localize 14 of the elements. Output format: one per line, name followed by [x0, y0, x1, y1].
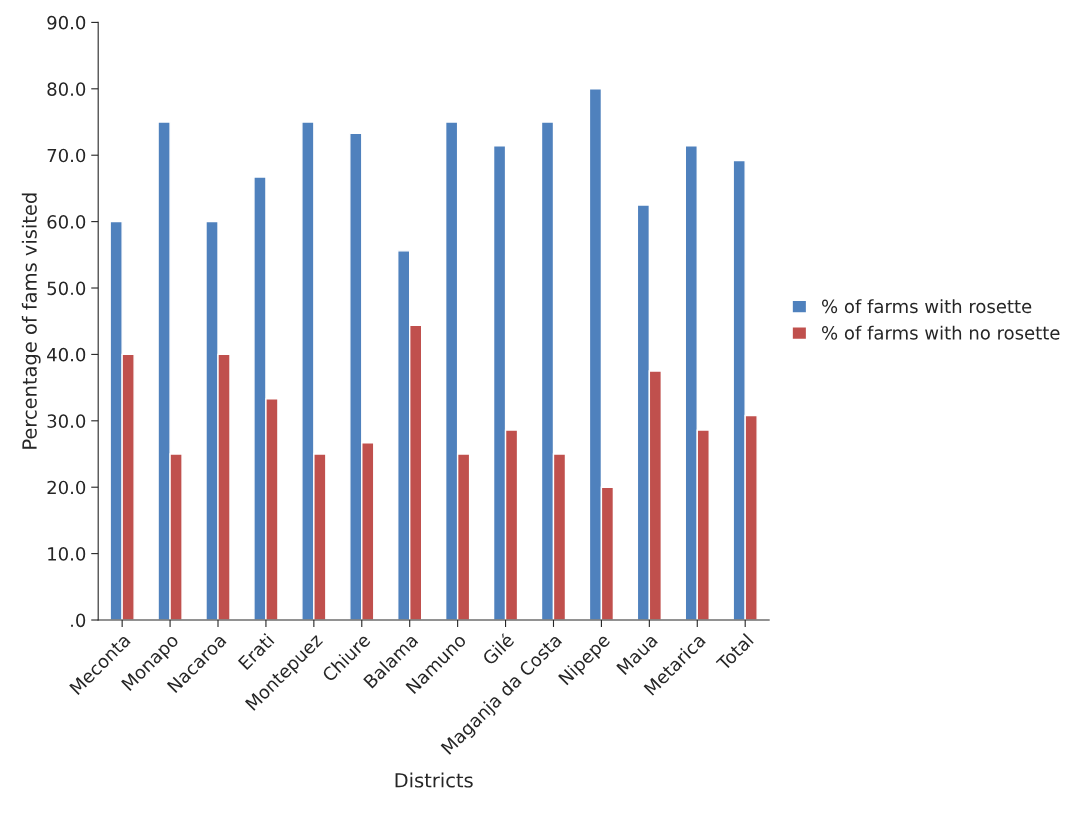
y-tick-label: 30.0 — [47, 414, 86, 428]
y-tick-label: .0 — [71, 613, 86, 628]
y-tick-label: 70.0 — [47, 148, 86, 163]
x-axis-title: Districts — [395, 772, 473, 788]
y-tick-label: 50.0 — [47, 281, 86, 296]
legend-label: % of farms with rosette — [822, 299, 1032, 314]
y-tick-label: 40.0 — [47, 347, 86, 362]
legend-label: % of farms with no rosette — [822, 325, 1060, 340]
y-tick-label: 80.0 — [47, 82, 86, 96]
y-tick-label: 10.0 — [48, 547, 86, 561]
y-tick-label: 90.0 — [47, 15, 86, 30]
y-tick-label: 60.0 — [47, 215, 86, 229]
y-axis-title: Percentage of fams visited — [21, 193, 41, 449]
y-tick-label: 20.0 — [47, 480, 86, 495]
